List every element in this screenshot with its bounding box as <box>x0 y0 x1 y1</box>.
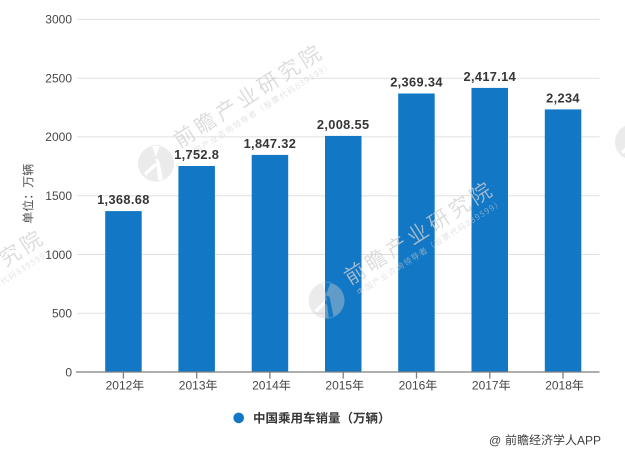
svg-text:2016: 2016 <box>399 379 426 393</box>
svg-text:1,368.68: 1,368.68 <box>97 192 150 207</box>
svg-text:2014: 2014 <box>252 379 279 393</box>
svg-text:2017: 2017 <box>472 379 499 393</box>
svg-text:3000: 3000 <box>45 13 72 27</box>
svg-text:0: 0 <box>65 365 72 379</box>
svg-text:1,847.32: 1,847.32 <box>244 136 297 151</box>
svg-text:2015: 2015 <box>325 379 352 393</box>
svg-text:APP: APP <box>577 433 601 447</box>
svg-text:2000: 2000 <box>45 130 72 144</box>
svg-text:2012: 2012 <box>106 379 133 393</box>
svg-text:2500: 2500 <box>45 72 72 86</box>
svg-text:2,008.55: 2,008.55 <box>317 117 370 132</box>
svg-text:@: @ <box>489 433 501 447</box>
svg-text:500: 500 <box>52 307 72 321</box>
svg-text:1,752.8: 1,752.8 <box>174 147 219 162</box>
svg-text:2,234: 2,234 <box>546 90 580 105</box>
svg-text:2013: 2013 <box>179 379 206 393</box>
svg-text:2,417.14: 2,417.14 <box>463 69 516 84</box>
svg-text:2018: 2018 <box>545 379 572 393</box>
svg-text:2,369.34: 2,369.34 <box>390 75 443 90</box>
svg-text:1000: 1000 <box>45 248 72 262</box>
svg-text:1500: 1500 <box>45 189 72 203</box>
